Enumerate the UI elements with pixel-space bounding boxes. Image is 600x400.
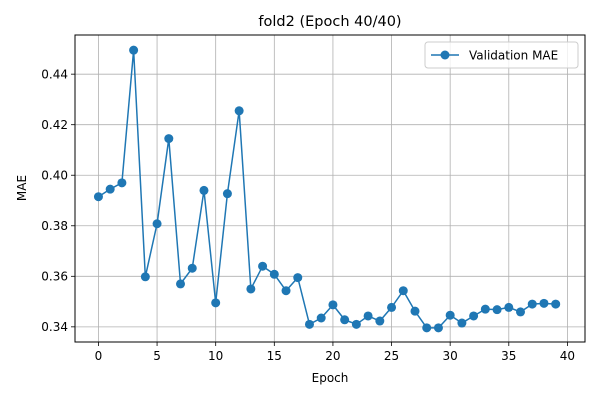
data-point [457,318,467,328]
data-point [293,273,303,283]
data-point [93,192,103,202]
x-tick-label: 40 [560,349,575,363]
y-axis-ticks: 0.34 0.36 0.38 0.40 0.42 0.44 [41,67,75,334]
data-point [516,307,526,317]
grid [75,35,585,342]
y-tick-label: 0.40 [41,169,68,183]
legend-box [424,41,579,69]
data-point [222,189,232,199]
data-point [492,305,502,315]
data-point [539,298,549,308]
data-point [269,269,279,279]
data-point [164,134,174,144]
data-point [363,311,373,321]
y-tick-label: 0.44 [41,67,68,81]
data-point [316,313,326,323]
y-tick-label: 0.38 [41,219,68,233]
data-point [351,319,361,329]
x-axis-ticks: 0 5 10 15 20 25 30 35 40 [95,342,575,363]
series-layer [93,45,561,333]
plot-area [75,35,585,342]
data-point [187,263,197,273]
y-tick-label: 0.42 [41,118,68,132]
data-point [328,300,338,310]
data-point [176,279,186,289]
data-point [117,178,127,188]
legend: Validation MAE [424,41,579,69]
x-tick-label: 25 [384,349,399,363]
data-point [140,272,150,282]
data-point [445,310,455,320]
x-tick-label: 20 [325,349,340,363]
x-axis-label: Epoch [312,371,349,385]
legend-label: Validation MAE [469,49,558,63]
chart-title: fold2 (Epoch 40/40) [258,14,401,30]
data-point [551,299,561,309]
data-point [152,219,162,229]
data-point [234,106,244,116]
data-point [504,302,514,312]
data-point [387,302,397,312]
x-tick-label: 0 [95,349,103,363]
data-point [281,286,291,296]
data-point [469,311,479,321]
data-point [398,286,408,296]
x-tick-label: 10 [208,349,223,363]
data-point [246,284,256,294]
data-point [211,298,221,308]
data-point [199,185,209,195]
x-tick-label: 35 [501,349,516,363]
data-point [433,323,443,333]
data-point [105,184,115,194]
axes-frame [74,34,586,343]
data-point [304,319,314,329]
data-point [422,323,432,333]
data-point [258,261,268,271]
data-point [375,316,385,326]
data-point [340,315,350,325]
series-line [98,49,556,329]
y-tick-label: 0.36 [41,270,68,284]
x-tick-label: 15 [267,349,282,363]
legend-marker-swatch [440,50,450,60]
y-tick-label: 0.34 [41,320,68,334]
data-point [129,45,139,55]
y-axis-label: MAE [15,175,29,201]
data-point [410,306,420,316]
x-tick-label: 5 [153,349,161,363]
data-point [480,304,490,314]
data-point [527,299,537,309]
x-tick-label: 30 [443,349,458,363]
